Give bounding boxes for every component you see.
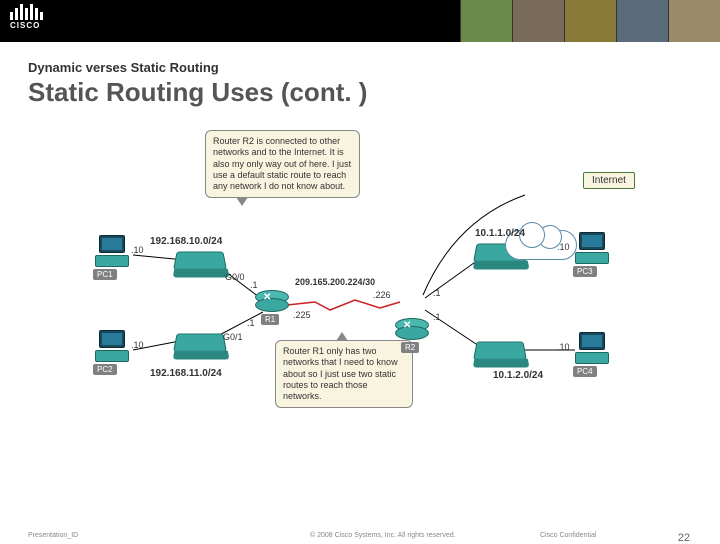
r1-g00: G0/0 [225,272,245,282]
net-left-top: 192.168.10.0/24 [150,236,222,247]
pc1: PC1 [95,235,133,273]
copyright: © 2008 Cisco Systems, Inc. All rights re… [310,532,456,539]
cisco-logo: CISCO [10,4,43,30]
net-left-bottom: 192.168.11.0/24 [150,368,222,379]
pc4: PC4 [575,332,613,370]
pc3: PC3 [575,232,613,270]
r1-s-ip: .225 [293,310,311,320]
network-diagram: Router R2 is connected to other networks… [95,140,625,460]
cloud-label: Internet [583,172,635,189]
slide-title: Static Routing Uses (cont. ) [28,77,720,108]
r1-g01: G0/1 [223,332,243,342]
net-wan: 209.165.200.224/30 [295,277,375,287]
r2-g1-ip: .1 [433,312,441,322]
connection-lines [95,140,625,460]
pc4-ip: .10 [557,342,570,352]
logo-text: CISCO [10,21,43,30]
r1-g01-ip: .1 [247,318,255,328]
router-r2: ✕ R2 [395,318,429,348]
r2-s-ip: .226 [373,290,391,300]
pc2: PC2 [95,330,133,368]
page-number: 22 [678,532,690,544]
photo-strip [460,0,720,42]
net-right-bottom: 10.1.2.0/24 [493,370,543,381]
slide-subtitle: Dynamic verses Static Routing [28,60,720,75]
switch-right-bottom [473,342,527,360]
confidential: Cisco Confidential [540,532,596,539]
pc2-ip: .10 [131,340,144,350]
router-r1: ✕ R1 [255,290,289,320]
r2-g0-ip: .1 [433,288,441,298]
presentation-id: Presentation_ID [28,532,78,539]
header-bar: CISCO [0,0,720,42]
net-right-top: 10.1.1.0/24 [475,228,525,239]
switch-left-top [173,252,227,270]
pc1-ip: .10 [131,245,144,255]
r1-g00-ip: .1 [250,280,258,290]
pc3-ip: .10 [557,242,570,252]
callout-r2-explanation: Router R1 only has two networks that I n… [275,340,413,408]
callout-bottom-text: Router R1 only has two networks that I n… [283,346,398,401]
switch-left-bottom [173,334,227,352]
callout-r1-explanation: Router R2 is connected to other networks… [205,130,360,198]
callout-top-text: Router R2 is connected to other networks… [213,136,351,191]
